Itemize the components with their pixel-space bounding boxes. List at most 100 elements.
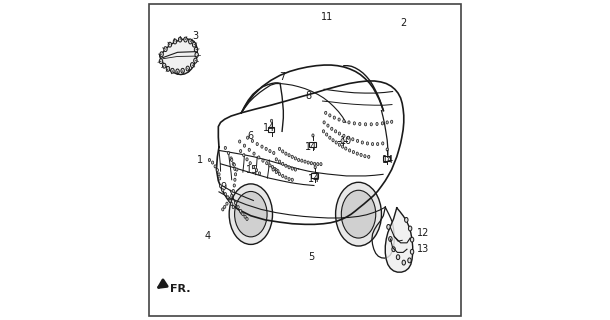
Ellipse shape (392, 247, 395, 252)
Ellipse shape (329, 114, 331, 117)
Ellipse shape (163, 47, 167, 52)
Polygon shape (160, 39, 197, 75)
Ellipse shape (390, 120, 393, 123)
Text: FR.: FR. (170, 284, 190, 294)
Ellipse shape (159, 59, 163, 64)
Ellipse shape (234, 167, 236, 171)
Ellipse shape (356, 139, 359, 142)
Text: 7: 7 (279, 72, 286, 82)
Text: 13: 13 (417, 244, 429, 254)
Ellipse shape (301, 159, 303, 162)
Ellipse shape (176, 69, 179, 74)
Ellipse shape (288, 178, 290, 181)
Ellipse shape (212, 161, 214, 164)
Ellipse shape (332, 139, 334, 142)
Ellipse shape (402, 260, 406, 265)
Ellipse shape (220, 185, 221, 188)
Ellipse shape (244, 215, 246, 218)
Ellipse shape (361, 141, 364, 144)
Ellipse shape (234, 173, 237, 176)
Ellipse shape (353, 150, 354, 154)
Ellipse shape (160, 52, 163, 57)
Ellipse shape (386, 121, 389, 124)
Ellipse shape (272, 168, 274, 171)
Ellipse shape (229, 184, 273, 244)
Ellipse shape (396, 255, 400, 260)
Text: 8: 8 (305, 91, 311, 101)
Text: 10: 10 (340, 136, 353, 146)
Ellipse shape (407, 258, 411, 263)
Ellipse shape (285, 152, 287, 155)
Ellipse shape (253, 152, 255, 155)
Ellipse shape (347, 136, 350, 139)
Ellipse shape (195, 47, 198, 52)
Ellipse shape (291, 155, 293, 158)
Ellipse shape (389, 236, 392, 242)
Ellipse shape (348, 121, 350, 124)
Ellipse shape (234, 178, 236, 181)
Ellipse shape (409, 226, 412, 231)
Ellipse shape (232, 205, 234, 209)
Ellipse shape (278, 160, 281, 163)
Ellipse shape (359, 123, 361, 125)
Ellipse shape (262, 159, 264, 162)
Ellipse shape (288, 166, 290, 169)
Ellipse shape (214, 165, 217, 168)
Ellipse shape (278, 172, 281, 176)
Ellipse shape (217, 169, 218, 172)
Ellipse shape (307, 161, 309, 164)
Ellipse shape (345, 147, 347, 150)
Ellipse shape (224, 193, 226, 196)
Ellipse shape (240, 149, 242, 153)
Ellipse shape (411, 237, 414, 242)
Ellipse shape (342, 190, 376, 238)
Text: 2: 2 (401, 18, 407, 28)
Ellipse shape (335, 141, 337, 144)
Text: 14: 14 (309, 174, 321, 184)
Ellipse shape (282, 174, 284, 178)
Ellipse shape (242, 212, 244, 216)
Ellipse shape (178, 37, 182, 42)
Ellipse shape (234, 202, 237, 204)
Ellipse shape (274, 167, 276, 171)
Ellipse shape (270, 119, 273, 122)
Ellipse shape (171, 68, 174, 73)
Ellipse shape (322, 130, 325, 133)
Ellipse shape (343, 120, 345, 123)
Ellipse shape (221, 208, 224, 211)
Ellipse shape (188, 39, 192, 44)
Ellipse shape (368, 155, 370, 158)
Ellipse shape (232, 162, 234, 165)
Ellipse shape (256, 169, 257, 172)
Ellipse shape (331, 127, 333, 130)
Text: 14: 14 (263, 123, 276, 133)
Ellipse shape (353, 122, 356, 125)
Ellipse shape (275, 169, 278, 172)
Text: 11: 11 (321, 12, 334, 22)
Ellipse shape (173, 39, 177, 44)
Ellipse shape (265, 147, 267, 150)
Ellipse shape (233, 163, 235, 166)
Ellipse shape (226, 202, 228, 205)
Ellipse shape (404, 218, 408, 222)
Ellipse shape (227, 196, 229, 199)
Ellipse shape (342, 145, 343, 148)
Ellipse shape (271, 165, 274, 169)
Ellipse shape (317, 163, 319, 166)
Ellipse shape (230, 157, 232, 160)
Ellipse shape (360, 153, 362, 156)
Ellipse shape (277, 170, 279, 173)
Ellipse shape (364, 155, 366, 158)
Ellipse shape (228, 151, 229, 155)
Ellipse shape (240, 209, 242, 212)
Ellipse shape (186, 66, 190, 71)
Ellipse shape (269, 164, 271, 167)
Ellipse shape (246, 136, 249, 139)
Ellipse shape (327, 124, 329, 127)
Ellipse shape (386, 148, 389, 151)
Ellipse shape (243, 154, 245, 157)
Ellipse shape (228, 198, 231, 201)
Text: 4: 4 (205, 231, 211, 242)
Ellipse shape (370, 123, 372, 126)
Ellipse shape (192, 42, 196, 47)
